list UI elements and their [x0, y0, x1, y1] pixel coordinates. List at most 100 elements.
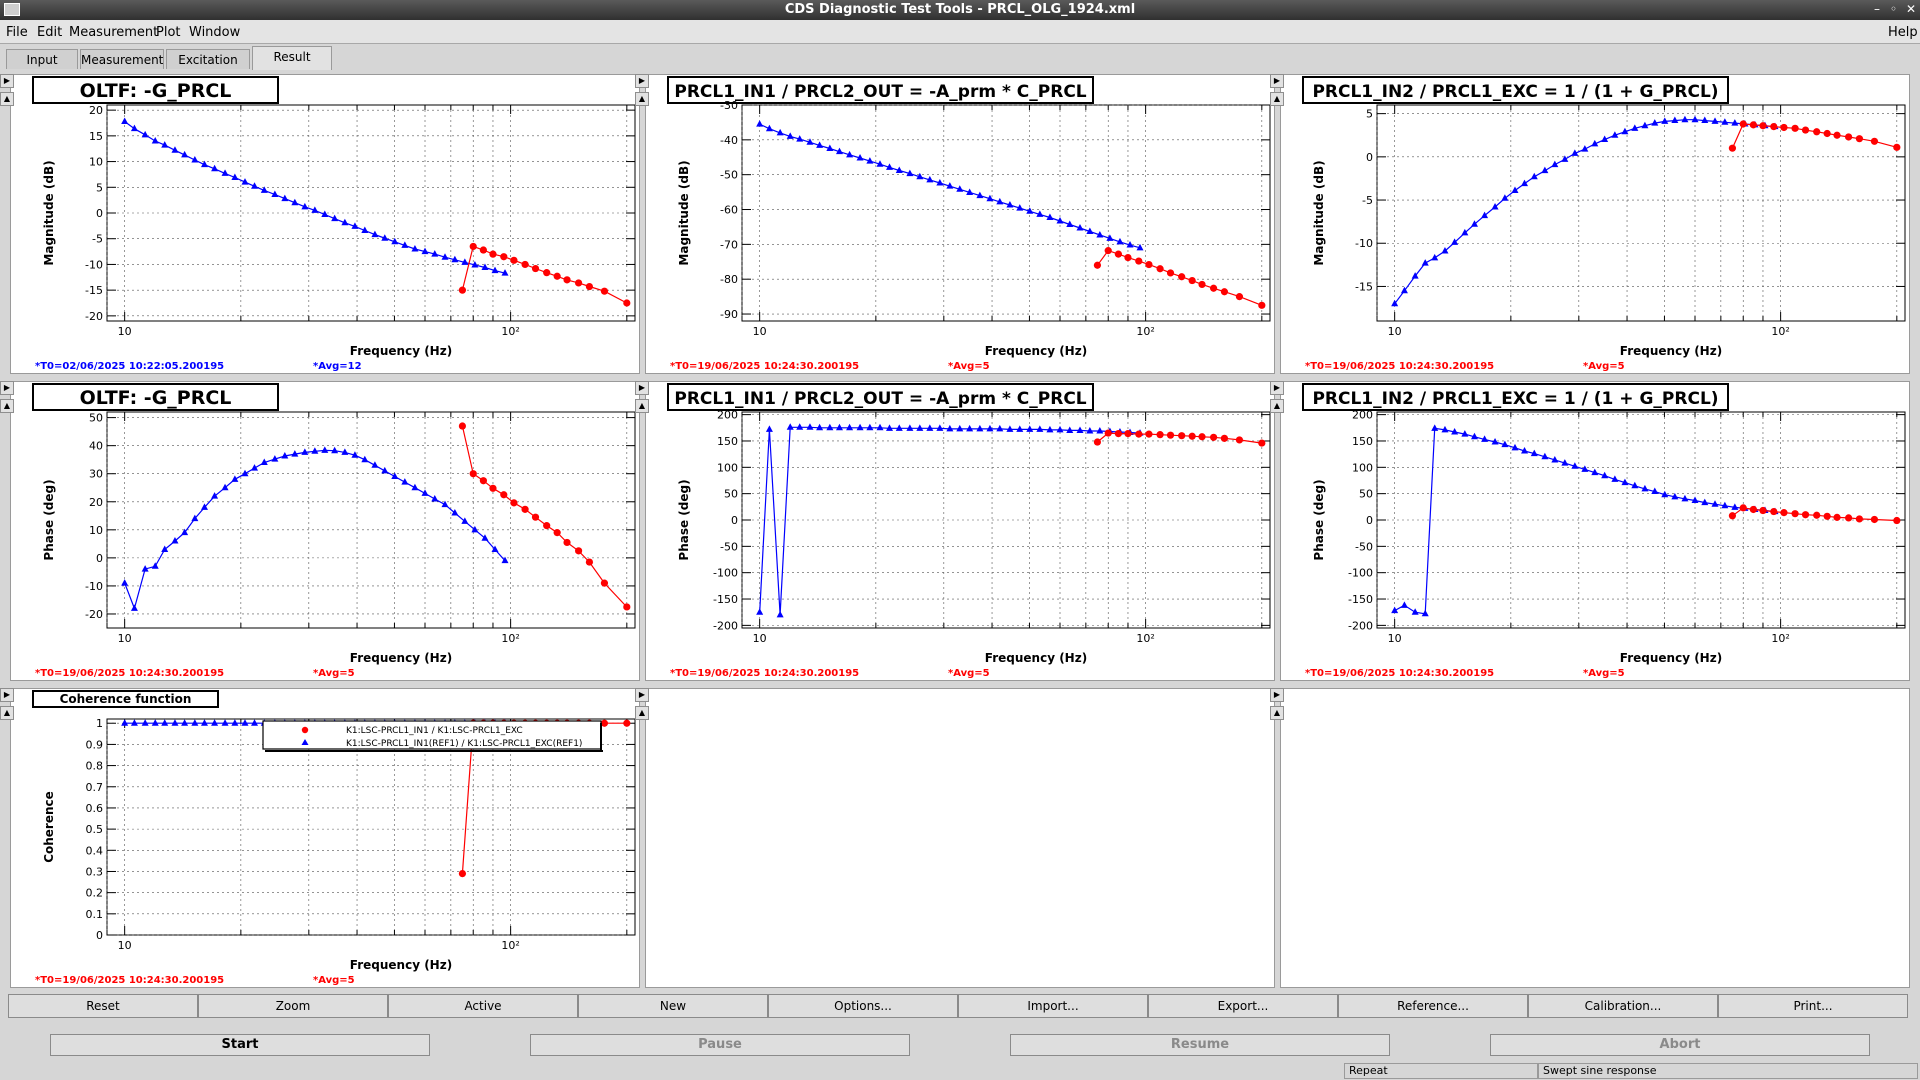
tab-result[interactable]: Result	[252, 46, 332, 70]
scroll-up-icon[interactable]: ▲	[0, 706, 14, 720]
menu-plot[interactable]: Plot	[156, 25, 181, 40]
data-point	[479, 477, 487, 485]
expand-arrow-icon[interactable]: ▶	[0, 688, 14, 702]
data-point	[471, 260, 479, 268]
y-tick-label: 50	[1359, 488, 1373, 501]
data-point	[1780, 123, 1788, 132]
export-button[interactable]: Export...	[1148, 994, 1338, 1018]
plot-area[interactable]	[106, 718, 636, 936]
scroll-up-icon[interactable]: ▲	[0, 399, 14, 413]
data-point	[1209, 433, 1218, 441]
expand-arrow-icon[interactable]: ▶	[1270, 381, 1284, 395]
tab-excitation[interactable]: Excitation	[166, 49, 250, 69]
scroll-up-icon[interactable]: ▲	[1270, 706, 1284, 720]
data-point	[600, 579, 609, 587]
data-point	[856, 423, 864, 431]
reset-button[interactable]: Reset	[8, 994, 198, 1018]
tab-measurement[interactable]: Measurement	[80, 49, 164, 69]
data-point	[806, 423, 814, 430]
data-point	[1823, 512, 1831, 520]
expand-arrow-icon[interactable]: ▶	[635, 381, 649, 395]
active-button[interactable]: Active	[388, 994, 578, 1018]
scroll-up-icon[interactable]: ▲	[635, 92, 649, 106]
plot-area[interactable]	[741, 104, 1271, 322]
data-point	[1691, 115, 1699, 123]
expand-arrow-icon[interactable]: ▶	[1270, 74, 1284, 88]
close-icon[interactable]: ✕	[1906, 2, 1917, 16]
data-point	[1096, 230, 1104, 238]
print-button[interactable]: Print...	[1718, 994, 1908, 1018]
y-tick-label: 0.4	[86, 844, 104, 857]
abort-button[interactable]: Abort	[1490, 1034, 1870, 1056]
data-point	[231, 173, 239, 181]
resume-button[interactable]: Resume	[1010, 1034, 1390, 1056]
data-point	[976, 424, 984, 432]
app-icon[interactable]	[4, 3, 20, 16]
scroll-up-icon[interactable]: ▲	[635, 706, 649, 720]
plot-panel-5[interactable]: PRCL1_IN1 / PRCL2_OUT = -A_prm * C_PRCL 2…	[645, 381, 1275, 681]
zoom-button[interactable]: Zoom	[198, 994, 388, 1018]
data-point	[1046, 425, 1054, 433]
y-tick-label: 5	[1366, 108, 1373, 121]
footer-t0: *T0=02/06/2025 10:22:05.200195	[35, 361, 224, 372]
y-tick-label: 0	[1366, 151, 1373, 164]
minimize-icon[interactable]: –	[1874, 2, 1880, 16]
start-button[interactable]: Start	[50, 1034, 430, 1056]
scroll-up-icon[interactable]: ▲	[0, 92, 14, 106]
plot-area[interactable]	[106, 411, 636, 629]
plot-panel-9[interactable]	[1280, 688, 1910, 988]
plot-panel-3[interactable]: PRCL1_IN2 / PRCL1_EXC = 1 / (1 + G_PRCL)…	[1280, 74, 1910, 374]
menu-window[interactable]: Window	[189, 25, 241, 40]
y-tick-label: -20	[85, 608, 103, 621]
scroll-up-icon[interactable]: ▲	[1270, 399, 1284, 413]
pause-button[interactable]: Pause	[530, 1034, 910, 1056]
menu-measurement[interactable]: Measurement	[69, 25, 159, 40]
expand-arrow-icon[interactable]: ▶	[635, 74, 649, 88]
footer-avg: *Avg=5	[1583, 668, 1625, 679]
footer-avg: *Avg=5	[313, 975, 355, 986]
tab-input[interactable]: Input	[6, 49, 78, 69]
data-point	[1036, 425, 1044, 432]
expand-arrow-icon[interactable]: ▶	[0, 74, 14, 88]
plot-panel-8[interactable]	[645, 688, 1275, 988]
options-button[interactable]: Options...	[768, 994, 958, 1018]
plot-area[interactable]	[106, 104, 636, 322]
data-point	[1188, 432, 1196, 440]
data-point	[1258, 301, 1266, 309]
data-point	[1086, 426, 1094, 434]
plot-area[interactable]	[1376, 411, 1906, 629]
scroll-up-icon[interactable]: ▲	[635, 399, 649, 413]
plot-panel-4[interactable]: OLTF: -G_PRCL 50 40 30 20 10 0 -10 -20 10 10² Frequ…	[10, 381, 640, 681]
expand-arrow-icon[interactable]: ▶	[0, 381, 14, 395]
plot-area[interactable]	[1376, 104, 1906, 322]
expand-arrow-icon[interactable]: ▶	[1270, 688, 1284, 702]
plot-panel-1[interactable]: OLTF: -G_PRCL 20 15 10 5 0 -5 -10 -15 -20 10 10² Fre…	[10, 74, 640, 374]
calibration-button[interactable]: Calibration...	[1528, 994, 1718, 1018]
menu-edit[interactable]: Edit	[37, 25, 63, 40]
data-point	[1671, 116, 1679, 124]
menu-help[interactable]: Help	[1888, 25, 1918, 40]
new-button[interactable]: New	[578, 994, 768, 1018]
plot-legend[interactable]: K1:LSC-PRCL1_IN1 / K1:LSC-PRCL1_EXC K1:LS…	[262, 720, 603, 752]
reference-button[interactable]: Reference...	[1338, 994, 1528, 1018]
data-point	[1016, 425, 1024, 432]
plot-area[interactable]	[741, 411, 1271, 629]
data-point	[1728, 512, 1737, 520]
scroll-up-icon[interactable]: ▲	[1270, 92, 1284, 106]
data-point	[1209, 284, 1218, 292]
data-point	[1731, 503, 1739, 510]
restore-icon[interactable]: ◦	[1890, 2, 1898, 16]
expand-arrow-icon[interactable]: ▶	[635, 688, 649, 702]
menu-file[interactable]: File	[6, 25, 28, 40]
y-axis-label: Phase (deg)	[677, 479, 691, 560]
data-point	[926, 175, 934, 183]
data-point	[1621, 478, 1629, 486]
import-button[interactable]: Import...	[958, 994, 1148, 1018]
plot-panel-2[interactable]: PRCL1_IN1 / PRCL2_OUT = -A_prm * C_PRCL -…	[645, 74, 1275, 374]
plot-panel-6[interactable]: PRCL1_IN2 / PRCL1_EXC = 1 / (1 + G_PRCL)…	[1280, 381, 1910, 681]
data-point	[1561, 459, 1569, 466]
plot-panel-7[interactable]: Coherence function 1 0.9 0.8 0.7 0.6 0.5 0.4 0.3…	[10, 688, 640, 988]
data-point	[141, 719, 149, 726]
series-current	[1093, 247, 1266, 309]
y-tick-label: -150	[713, 593, 738, 606]
